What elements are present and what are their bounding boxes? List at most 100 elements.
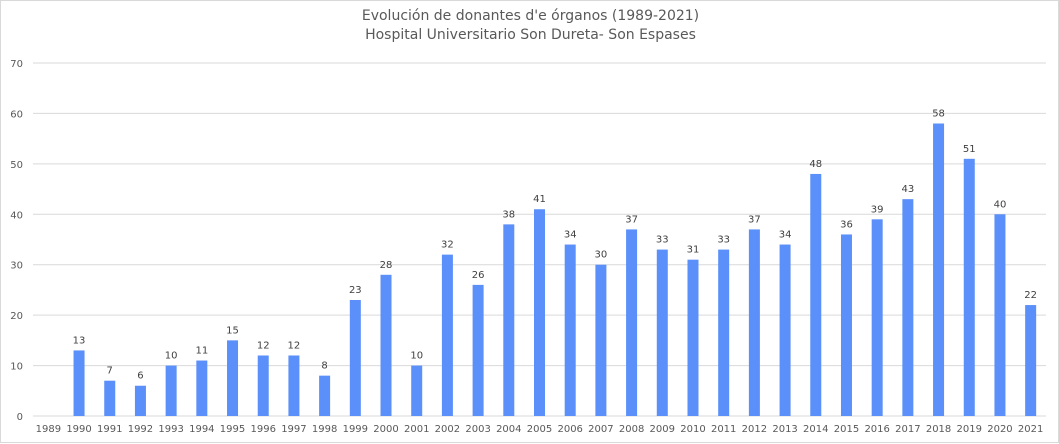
data-label: 51 xyxy=(963,144,976,155)
x-tick-label: 2003 xyxy=(465,424,490,435)
chart-titles: Evolución de donantes d'e órganos (1989-… xyxy=(1,7,1059,45)
bar xyxy=(902,199,914,416)
x-tick-label: 2004 xyxy=(496,424,521,435)
data-label: 26 xyxy=(472,270,485,281)
x-tick-label: 2011 xyxy=(711,424,736,435)
data-label: 12 xyxy=(257,340,270,351)
x-tick-label: 2021 xyxy=(1018,424,1043,435)
bar xyxy=(718,249,730,416)
data-label: 39 xyxy=(871,204,884,215)
data-label: 30 xyxy=(595,250,608,261)
bar xyxy=(626,229,638,416)
x-tick-label: 2010 xyxy=(680,424,705,435)
x-tick-label: 2008 xyxy=(619,424,644,435)
bar xyxy=(441,254,453,416)
x-tick-label: 2000 xyxy=(373,424,398,435)
data-label: 31 xyxy=(687,245,700,256)
data-label: 33 xyxy=(717,235,730,246)
x-tick-label: 2009 xyxy=(650,424,675,435)
data-label: 10 xyxy=(410,351,423,362)
x-tick-label: 2015 xyxy=(834,424,859,435)
bar xyxy=(104,380,116,416)
bar xyxy=(534,209,545,416)
x-tick-label: 2012 xyxy=(742,424,767,435)
y-tick-label: 30 xyxy=(10,261,23,272)
x-tick-label: 2001 xyxy=(404,424,429,435)
bar xyxy=(380,274,392,416)
data-label: 10 xyxy=(165,351,178,362)
x-tick-label: 1994 xyxy=(189,424,214,435)
y-tick-label: 70 xyxy=(10,59,23,70)
bar xyxy=(288,355,300,416)
x-tick-label: 2016 xyxy=(864,424,889,435)
bar xyxy=(349,300,361,416)
y-tick-label: 50 xyxy=(10,160,23,171)
x-tick-label: 2005 xyxy=(527,424,552,435)
data-label: 6 xyxy=(137,371,143,382)
chart-title: Evolución de donantes d'e órganos (1989-… xyxy=(361,8,700,24)
data-label: 22 xyxy=(1024,290,1037,301)
x-tick-label: 2013 xyxy=(772,424,797,435)
bar xyxy=(840,234,852,416)
bar xyxy=(227,340,239,416)
x-tick-label: 1993 xyxy=(158,424,183,435)
data-label: 41 xyxy=(533,194,546,205)
bar xyxy=(319,375,331,416)
x-tick-label: 2006 xyxy=(557,424,582,435)
data-label: 48 xyxy=(809,159,822,170)
data-label: 33 xyxy=(656,235,669,246)
bar xyxy=(411,365,423,416)
x-tick-label: 2007 xyxy=(588,424,613,435)
bar xyxy=(1025,305,1037,416)
data-label: 40 xyxy=(994,199,1007,210)
data-label: 43 xyxy=(901,184,914,195)
y-tick-label: 40 xyxy=(10,210,23,221)
bar xyxy=(73,350,85,416)
x-tick-label: 1990 xyxy=(66,424,91,435)
bar xyxy=(933,123,945,416)
data-label: 8 xyxy=(321,361,327,372)
y-tick-label: 60 xyxy=(10,109,23,120)
data-label: 28 xyxy=(380,260,393,271)
bar xyxy=(871,219,883,416)
data-label: 23 xyxy=(349,285,362,296)
x-tick-label: 1998 xyxy=(312,424,337,435)
data-label: 36 xyxy=(840,219,853,230)
x-tick-label: 1996 xyxy=(251,424,276,435)
x-tick-label: 2020 xyxy=(987,424,1012,435)
x-tick-label: 2002 xyxy=(435,424,460,435)
x-tick-label: 1995 xyxy=(220,424,245,435)
x-tick-label: 1989 xyxy=(36,424,61,435)
data-label: 13 xyxy=(73,335,86,346)
data-label: 12 xyxy=(288,340,301,351)
data-label: 37 xyxy=(748,214,761,225)
y-tick-label: 20 xyxy=(10,311,23,322)
bar xyxy=(503,224,515,416)
chart-subtitle: Hospital Universitario Son Dureta- Son E… xyxy=(365,27,696,43)
bar xyxy=(257,355,269,416)
x-tick-label: 2018 xyxy=(926,424,951,435)
data-label: 34 xyxy=(564,230,577,241)
data-label: 34 xyxy=(779,230,792,241)
bar xyxy=(196,360,208,416)
bar xyxy=(165,365,177,416)
bar xyxy=(994,214,1006,416)
y-tick-label: 10 xyxy=(10,362,23,373)
bar xyxy=(687,259,699,416)
bar xyxy=(810,173,822,416)
data-label: 11 xyxy=(195,346,208,357)
bar xyxy=(748,229,760,416)
bar xyxy=(134,385,146,416)
x-tick-label: 2014 xyxy=(803,424,828,435)
data-label: 7 xyxy=(107,366,113,377)
x-tick-label: 1992 xyxy=(128,424,153,435)
data-label: 58 xyxy=(932,109,945,120)
x-tick-label: 1991 xyxy=(97,424,122,435)
x-tick-label: 1997 xyxy=(281,424,306,435)
bar xyxy=(963,158,975,417)
bar xyxy=(595,264,607,416)
data-label: 32 xyxy=(441,240,454,251)
data-label: 38 xyxy=(502,209,515,220)
